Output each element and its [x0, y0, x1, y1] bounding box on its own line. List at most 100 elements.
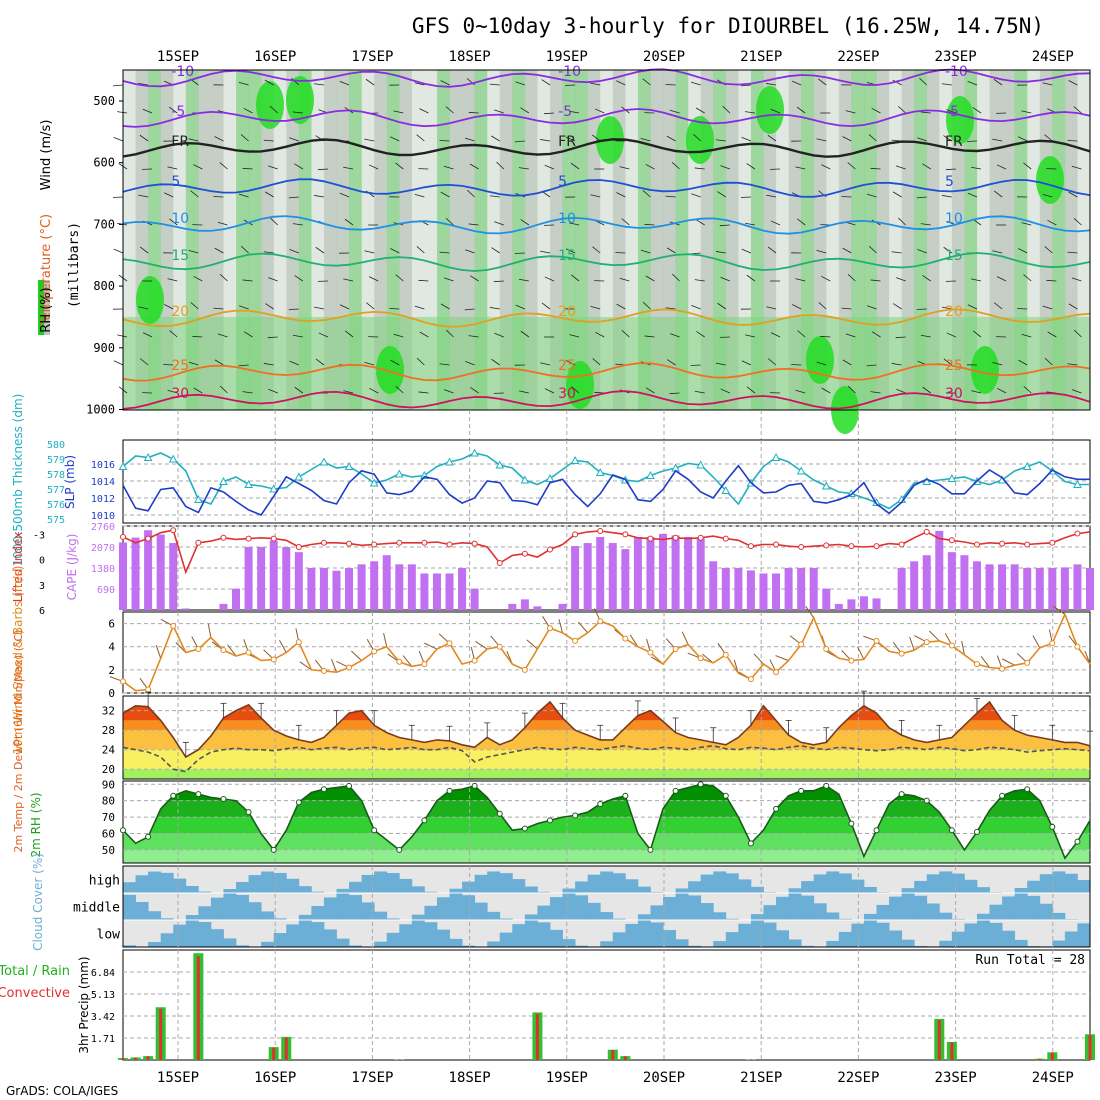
cloud-cell [776, 930, 789, 947]
li-tick-label: 3 [39, 581, 45, 592]
wind10m-barb [961, 640, 965, 655]
li-series-point [948, 537, 955, 544]
cloud-cell [863, 886, 877, 893]
cloud-cell [148, 942, 162, 947]
cloud-cell [273, 933, 287, 947]
rh2m-series-point [622, 792, 629, 799]
cape-bar [910, 561, 919, 610]
wind-barb [569, 222, 580, 226]
wind-barb [1021, 333, 1032, 338]
thickness-series-point [143, 452, 153, 461]
wind-barb [1042, 194, 1053, 198]
precip-conv-bar [284, 1037, 288, 1060]
wind-barb [971, 278, 982, 282]
wind-barb [291, 77, 300, 86]
cloud-cell [939, 940, 953, 947]
cloud-cell [273, 918, 287, 920]
wind-barb [1073, 218, 1082, 226]
wind10m-series-point [120, 678, 126, 685]
wind-barb [416, 246, 425, 254]
cloud-cell [989, 904, 1003, 920]
wind-barb [167, 278, 178, 282]
wind-barb [468, 223, 479, 226]
cloud-cell [688, 881, 702, 893]
wind-barb [966, 140, 977, 142]
wind-barb [443, 389, 454, 394]
day-label-top: 23SEP [935, 49, 977, 65]
day-label-bottom: 22SEP [837, 1070, 879, 1086]
precip-conv-bar [1038, 1058, 1042, 1060]
wind10m-barb [331, 658, 337, 673]
cloud-cell [462, 881, 476, 893]
wind10m-barb [681, 631, 689, 645]
day-label-bottom: 24SEP [1032, 1070, 1074, 1086]
cloud-cell [776, 896, 789, 920]
cloud-cell [763, 905, 777, 920]
wind-barb [139, 246, 149, 254]
wind-barb [746, 386, 756, 394]
cloud-cell [600, 912, 614, 920]
cape-bar [119, 542, 127, 610]
wind-barb [418, 279, 429, 282]
thickness-series-point [570, 455, 580, 464]
precip-conv-bar [950, 1042, 954, 1060]
wind10m-series-point [747, 676, 754, 683]
wind-barb [270, 106, 278, 114]
cloud-cell [713, 871, 727, 893]
wind10m-series-point [245, 649, 252, 656]
isotherm-label: -10 [945, 64, 968, 80]
wind-barb [465, 249, 475, 254]
li-series-point [120, 533, 126, 540]
wind-barb [1017, 136, 1028, 142]
wind10m-series-point [220, 647, 227, 654]
cloud-cell [688, 945, 702, 947]
li-series-point [270, 535, 277, 542]
cloud-cell [700, 903, 714, 920]
isotherm-label: -10 [171, 64, 194, 80]
cloud-cell [286, 878, 300, 893]
wind-barb [871, 107, 881, 114]
wind10m-series-point [1049, 640, 1056, 647]
rh2m-series-point [898, 791, 905, 798]
li-series-point [1049, 539, 1056, 546]
wind-barb [190, 190, 199, 198]
thickness-series-point [771, 452, 781, 461]
cloud-cell [399, 878, 413, 893]
cloud-cell [512, 924, 526, 947]
isotherm-label: 25 [558, 358, 576, 374]
precip-conv-bar [272, 1047, 276, 1060]
wind-barb [767, 246, 777, 254]
cloud-cell [650, 922, 664, 947]
wind-barb [972, 330, 982, 338]
wind-barb [294, 386, 304, 394]
wind-barb [616, 303, 626, 310]
cape-bar [520, 599, 529, 610]
wind10m-series-point [898, 650, 905, 657]
wind-barb [967, 81, 978, 86]
wind-barb [339, 304, 350, 310]
cloud-cell [537, 922, 551, 947]
li-series-point [773, 541, 780, 548]
cloud-cell [449, 893, 463, 920]
wind-barb [766, 83, 777, 86]
rh-fill-band [123, 849, 1090, 863]
cloud-cell [1077, 879, 1091, 893]
cloud-cell [361, 902, 375, 920]
cape-bar [696, 538, 705, 610]
cloud-cell [474, 874, 488, 893]
day-labels-bottom: 15SEP 16SEP 17SEP 18SEP 19SEP 20SEP 21SEP 22SEP… [157, 1070, 1074, 1086]
wind-barb [519, 390, 529, 394]
wind-barb [318, 332, 329, 338]
precip-ylabel: 3hr Precip (mm) [77, 956, 91, 1053]
wind10m-barb [227, 644, 237, 657]
wind10m-barb [207, 623, 212, 638]
isotherm-label: 10 [171, 211, 189, 227]
cloud-cell [876, 904, 890, 920]
temp2m-tick-label: 32 [102, 705, 115, 718]
li-series-point [521, 550, 528, 557]
wind-barb [267, 336, 278, 339]
cloud-cell [801, 881, 815, 893]
thickness-series-point [269, 484, 279, 493]
wind-barb [895, 165, 906, 170]
cloud-cell [863, 913, 877, 920]
